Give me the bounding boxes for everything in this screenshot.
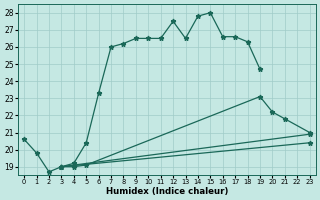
X-axis label: Humidex (Indice chaleur): Humidex (Indice chaleur) <box>106 187 228 196</box>
